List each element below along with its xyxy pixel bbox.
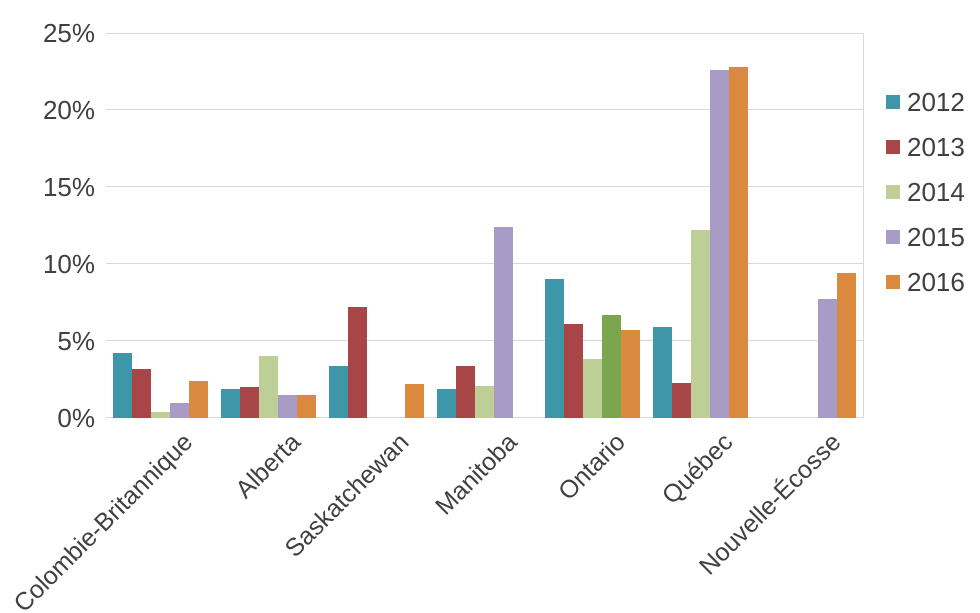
gridline — [106, 186, 863, 187]
y-axis-tick-label: 10% — [42, 249, 95, 279]
legend-item-2015: 2015 — [886, 221, 965, 253]
bar-group-colombie-britannique — [112, 33, 208, 418]
legend-item-2013: 2013 — [886, 131, 965, 163]
bar-group-ontario — [545, 33, 641, 418]
legend-item-2014: 2014 — [886, 176, 965, 208]
bar-2016-qu-bec — [729, 66, 749, 418]
legend-item-2016: 2016 — [886, 266, 965, 298]
bar-2014-ontario — [583, 359, 603, 418]
bar-2012-ontario — [545, 279, 565, 418]
bar-2016-ontario — [621, 330, 641, 418]
x-axis-label-manitoba: Manitoba — [429, 428, 523, 521]
legend-swatch-icon — [886, 95, 900, 109]
legend-swatch-icon — [886, 230, 900, 244]
gridline — [106, 263, 863, 264]
x-axis-label-alberta: Alberta — [230, 428, 307, 504]
bar-2012-alberta — [220, 388, 240, 418]
bar-2015-alberta — [277, 394, 297, 418]
legend-label: 2014 — [907, 177, 965, 207]
bar-2013-saskatchewan — [347, 307, 367, 418]
bar-2013-qu-bec — [672, 382, 692, 418]
y-axis-tick-label: 15% — [42, 172, 95, 202]
bar-2016-alberta — [296, 394, 316, 418]
bar-2015-ontario — [602, 314, 622, 418]
bar-2012-manitoba — [437, 388, 456, 418]
y-axis-tick-label: 20% — [42, 95, 95, 125]
bar-2012-colombie-britannique — [112, 353, 132, 418]
y-axis-tick-label: 0% — [57, 403, 95, 433]
x-axis-label-colombie-britannique: Colombie-Britannique — [8, 428, 198, 613]
legend-label: 2012 — [907, 87, 965, 117]
bar-2013-alberta — [239, 387, 259, 418]
bar-2015-manitoba — [494, 227, 513, 418]
legend-item-2012: 2012 — [886, 86, 965, 118]
bar-2014-colombie-britannique — [150, 411, 170, 418]
legend-label: 2013 — [907, 132, 965, 162]
y-axis-tick-label: 5% — [57, 326, 95, 356]
bar-2012-saskatchewan — [328, 365, 348, 418]
bar-2014-alberta — [258, 356, 278, 418]
bar-2015-nouvelle-cosse — [818, 299, 838, 418]
bar-2012-qu-bec — [653, 327, 673, 418]
bar-group-alberta — [220, 33, 316, 418]
x-axis-label-ontario: Ontario — [552, 428, 631, 506]
bar-group-nouvelle-cosse — [761, 33, 857, 418]
bar-group-manitoba — [437, 33, 532, 418]
bar-2015-colombie-britannique — [169, 402, 189, 418]
bar-2016-saskatchewan — [404, 384, 424, 418]
x-axis: Colombie-Britannique Alberta Saskatchewan M… — [0, 428, 980, 613]
bar-2015-qu-bec — [710, 69, 730, 418]
legend: 2012 2013 2014 2015 2016 — [886, 86, 965, 311]
bar-group-saskatchewan — [328, 33, 424, 418]
gridline — [106, 340, 863, 341]
legend-swatch-icon — [886, 185, 900, 199]
bar-2016-nouvelle-cosse — [837, 273, 857, 418]
gridline — [106, 109, 863, 110]
bar-2016-colombie-britannique — [188, 381, 208, 418]
plot-area — [106, 33, 864, 418]
bar-2013-ontario — [564, 324, 584, 418]
bar-2013-colombie-britannique — [131, 368, 151, 418]
bar-group-qu-bec — [653, 33, 749, 418]
legend-label: 2016 — [907, 267, 965, 297]
x-axis-label-qu-bec: Québec — [656, 428, 739, 510]
bar-2013-manitoba — [456, 365, 475, 418]
gridline — [106, 33, 863, 34]
legend-label: 2015 — [907, 222, 965, 252]
bar-2014-qu-bec — [691, 230, 711, 418]
legend-swatch-icon — [886, 140, 900, 154]
legend-swatch-icon — [886, 275, 900, 289]
bar-2014-manitoba — [475, 385, 494, 418]
y-axis-tick-label: 25% — [42, 18, 95, 48]
